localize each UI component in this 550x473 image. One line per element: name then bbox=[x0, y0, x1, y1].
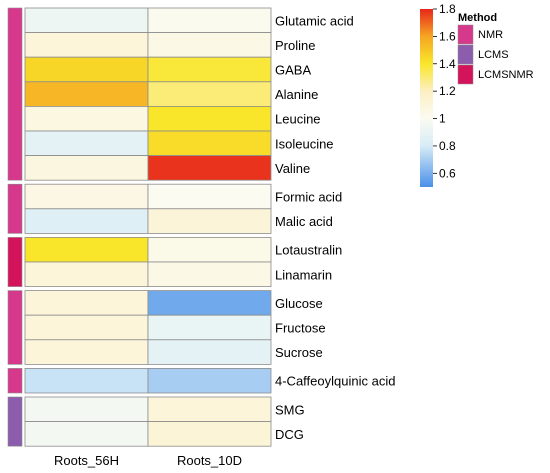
heatmap-cell-smg-roots-56h bbox=[24, 396, 149, 423]
row-label-smg: SMG bbox=[275, 402, 305, 417]
legend-title: Method bbox=[458, 12, 497, 24]
column-label-roots-56h: Roots_56H bbox=[54, 453, 119, 468]
heatmap-cell-gaba-roots-10d bbox=[147, 56, 272, 83]
heatmap-cell-gaba-roots-56h bbox=[24, 56, 149, 83]
colorbar-tick-label-1-2: 1.2 bbox=[439, 84, 456, 98]
row-label-4-caffeoylquinic-acid: 4-Caffeoylquinic acid bbox=[275, 374, 395, 389]
heatmap-cell-glutamic-acid-roots-56h bbox=[24, 7, 149, 34]
legend-swatch-lcms bbox=[457, 44, 474, 65]
heatmap-cell-linamarin-roots-10d bbox=[147, 261, 272, 288]
heatmap-cell-linamarin-roots-56h bbox=[24, 261, 149, 288]
method-annotation-group-3 bbox=[7, 237, 23, 287]
heatmap-cell-glucose-roots-10d bbox=[147, 290, 272, 316]
legend-swatch-nmr bbox=[457, 24, 474, 45]
legend-swatch-lcmsnmr bbox=[457, 64, 474, 85]
heatmap-cell-malic-acid-roots-10d bbox=[147, 208, 272, 234]
heatmap-cell-sucrose-roots-56h bbox=[24, 339, 149, 365]
heatmap-cell-glutamic-acid-roots-10d bbox=[147, 7, 272, 34]
method-annotation-group-6 bbox=[7, 396, 23, 447]
heatmap-cell-formic-acid-roots-10d bbox=[147, 183, 272, 210]
legend-label-lcmsnmr: LCMSNMR bbox=[478, 69, 534, 81]
colorbar bbox=[420, 9, 433, 187]
method-annotation-group-4 bbox=[7, 290, 23, 365]
heatmap-cell-alanine-roots-10d bbox=[147, 81, 272, 107]
legend-label-nmr: NMR bbox=[478, 29, 503, 41]
heatmap-cell-leucine-roots-56h bbox=[24, 106, 149, 132]
heatmap-cell-4-caffeoylquinic-acid-roots-10d bbox=[147, 367, 272, 394]
row-label-leucine: Leucine bbox=[275, 112, 321, 127]
row-label-isoleucine: Isoleucine bbox=[275, 136, 334, 151]
heatmap-cell-alanine-roots-56h bbox=[24, 81, 149, 107]
heatmap-cell-valine-roots-56h bbox=[24, 155, 149, 181]
colorbar-tick-label-1-8: 1.8 bbox=[439, 2, 456, 16]
heatmap-cell-smg-roots-10d bbox=[147, 396, 272, 423]
colorbar-tick-label-0-8: 0.8 bbox=[439, 139, 456, 153]
colorbar-tick-label-0-6: 0.6 bbox=[439, 166, 456, 180]
heatmap-cell-isoleucine-roots-10d bbox=[147, 130, 272, 157]
method-annotation-group-2 bbox=[7, 183, 23, 234]
heatmap-cell-dcg-roots-56h bbox=[24, 421, 149, 447]
row-label-alanine: Alanine bbox=[275, 87, 318, 102]
row-label-glucose: Glucose bbox=[275, 296, 323, 311]
legend-label-lcms: LCMS bbox=[478, 49, 509, 61]
row-label-formic-acid: Formic acid bbox=[275, 190, 342, 205]
colorbar-tick-label-1: 1 bbox=[439, 112, 446, 126]
row-label-gaba: GABA bbox=[275, 63, 311, 78]
heatmap-cell-4-caffeoylquinic-acid-roots-56h bbox=[24, 367, 149, 394]
heatmap-cell-proline-roots-10d bbox=[147, 32, 272, 58]
heatmap-cell-formic-acid-roots-56h bbox=[24, 183, 149, 210]
heatmap-cell-lotaustralin-roots-10d bbox=[147, 236, 272, 263]
row-label-dcg: DCG bbox=[275, 427, 304, 442]
row-label-linamarin: Linamarin bbox=[275, 267, 332, 282]
heatmap-cell-dcg-roots-10d bbox=[147, 421, 272, 447]
method-annotation-group-5 bbox=[7, 368, 23, 394]
heatmap-cell-sucrose-roots-10d bbox=[147, 339, 272, 365]
colorbar-tick-label-1-6: 1.6 bbox=[439, 29, 456, 43]
heatmap-cell-proline-roots-56h bbox=[24, 32, 149, 58]
method-annotation-group-1 bbox=[7, 7, 23, 181]
heatmap-cell-valine-roots-10d bbox=[147, 155, 272, 181]
row-label-valine: Valine bbox=[275, 161, 310, 176]
column-label-roots-10d: Roots_10D bbox=[177, 453, 242, 468]
heatmap-cell-lotaustralin-roots-56h bbox=[24, 236, 149, 263]
row-label-sucrose: Sucrose bbox=[275, 345, 323, 360]
colorbar-tick-label-1-4: 1.4 bbox=[439, 57, 456, 71]
row-label-malic-acid: Malic acid bbox=[275, 214, 333, 229]
row-label-lotaustralin: Lotaustralin bbox=[275, 243, 342, 258]
heatmap-cell-fructose-roots-10d bbox=[147, 314, 272, 341]
row-label-fructose: Fructose bbox=[275, 321, 326, 336]
row-label-proline: Proline bbox=[275, 38, 315, 53]
heatmap-cell-fructose-roots-56h bbox=[24, 314, 149, 341]
heatmap-cell-glucose-roots-56h bbox=[24, 290, 149, 316]
heatmap-cell-isoleucine-roots-56h bbox=[24, 130, 149, 157]
heatmap-cell-malic-acid-roots-56h bbox=[24, 208, 149, 234]
heatmap-cell-leucine-roots-10d bbox=[147, 106, 272, 132]
row-label-glutamic-acid: Glutamic acid bbox=[275, 13, 354, 28]
